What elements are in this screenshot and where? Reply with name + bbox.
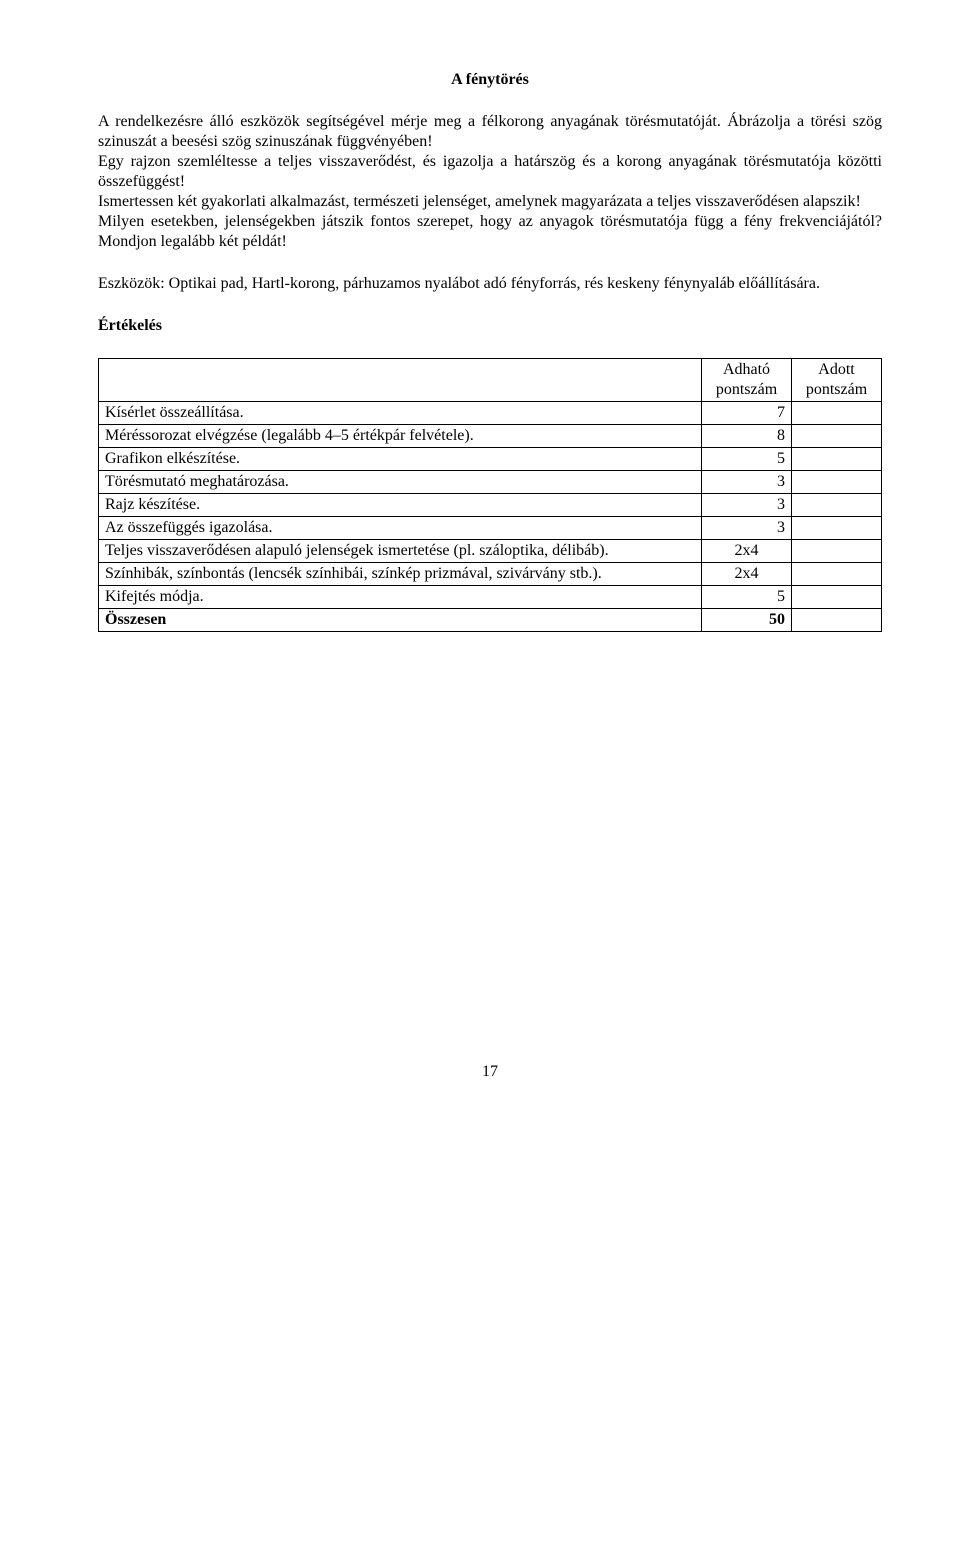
table-cell-label: Rajz készítése. bbox=[99, 494, 702, 517]
table-cell-points: 2x4 bbox=[702, 563, 792, 586]
table-cell-adott bbox=[792, 402, 882, 425]
table-cell-label: Kísérlet összeállítása. bbox=[99, 402, 702, 425]
table-row: Színhibák, színbontás (lencsék színhibái… bbox=[99, 563, 882, 586]
table-cell-label: Teljes visszaverődésen alapuló jelensége… bbox=[99, 540, 702, 563]
paragraph-text: Milyen esetekben, jelenségekben játszik … bbox=[98, 213, 882, 250]
page-title: A fénytörés bbox=[98, 70, 882, 90]
table-row: Grafikon elkészítése. 5 bbox=[99, 448, 882, 471]
table-cell-label: Kifejtés módja. bbox=[99, 586, 702, 609]
tools-paragraph: Eszközök: Optikai pad, Hartl-korong, pár… bbox=[98, 274, 882, 294]
table-total-label: Összesen bbox=[99, 609, 702, 632]
table-row: Az összefüggés igazolása. 3 bbox=[99, 517, 882, 540]
table-row: Rajz készítése. 3 bbox=[99, 494, 882, 517]
table-row: Kísérlet összeállítása. 7 bbox=[99, 402, 882, 425]
body-paragraph: A rendelkezésre álló eszközök segítségév… bbox=[98, 112, 882, 252]
table-cell-label: Az összefüggés igazolása. bbox=[99, 517, 702, 540]
table-cell-points: 3 bbox=[702, 471, 792, 494]
paragraph-text: Egy rajzon szemléltesse a teljes visszav… bbox=[98, 153, 882, 190]
table-cell-adott bbox=[792, 425, 882, 448]
table-cell-label: Grafikon elkészítése. bbox=[99, 448, 702, 471]
table-cell-points: 5 bbox=[702, 448, 792, 471]
table-row: Teljes visszaverődésen alapuló jelensége… bbox=[99, 540, 882, 563]
evaluation-heading: Értékelés bbox=[98, 316, 882, 336]
page-number: 17 bbox=[98, 1062, 882, 1082]
table-cell-points: 5 bbox=[702, 586, 792, 609]
table-row: Méréssorozat elvégzése (legalább 4–5 ért… bbox=[99, 425, 882, 448]
table-cell-points: 3 bbox=[702, 517, 792, 540]
table-cell-adott bbox=[792, 563, 882, 586]
paragraph-text: Ismertessen két gyakorlati alkalmazást, … bbox=[98, 193, 861, 210]
table-total-points: 50 bbox=[702, 609, 792, 632]
table-header-adott: Adott pontszám bbox=[792, 359, 882, 402]
table-cell-adott bbox=[792, 609, 882, 632]
table-cell-adott bbox=[792, 471, 882, 494]
table-cell-points: 2x4 bbox=[702, 540, 792, 563]
table-cell-label: Törésmutató meghatározása. bbox=[99, 471, 702, 494]
table-header-row: Adható pontszám Adott pontszám bbox=[99, 359, 882, 402]
table-cell-adott bbox=[792, 540, 882, 563]
paragraph-text: A rendelkezésre álló eszközök segítségév… bbox=[98, 113, 882, 150]
evaluation-table: Adható pontszám Adott pontszám Kísérlet … bbox=[98, 358, 882, 632]
table-cell-adott bbox=[792, 517, 882, 540]
table-cell-adott bbox=[792, 494, 882, 517]
table-cell-adott bbox=[792, 448, 882, 471]
table-header-empty bbox=[99, 359, 702, 402]
table-cell-label: Színhibák, színbontás (lencsék színhibái… bbox=[99, 563, 702, 586]
table-row: Törésmutató meghatározása. 3 bbox=[99, 471, 882, 494]
table-cell-adott bbox=[792, 586, 882, 609]
table-header-adhato: Adható pontszám bbox=[702, 359, 792, 402]
table-cell-points: 8 bbox=[702, 425, 792, 448]
table-row: Kifejtés módja. 5 bbox=[99, 586, 882, 609]
table-cell-points: 7 bbox=[702, 402, 792, 425]
table-cell-label: Méréssorozat elvégzése (legalább 4–5 ért… bbox=[99, 425, 702, 448]
table-total-row: Összesen 50 bbox=[99, 609, 882, 632]
table-cell-points: 3 bbox=[702, 494, 792, 517]
